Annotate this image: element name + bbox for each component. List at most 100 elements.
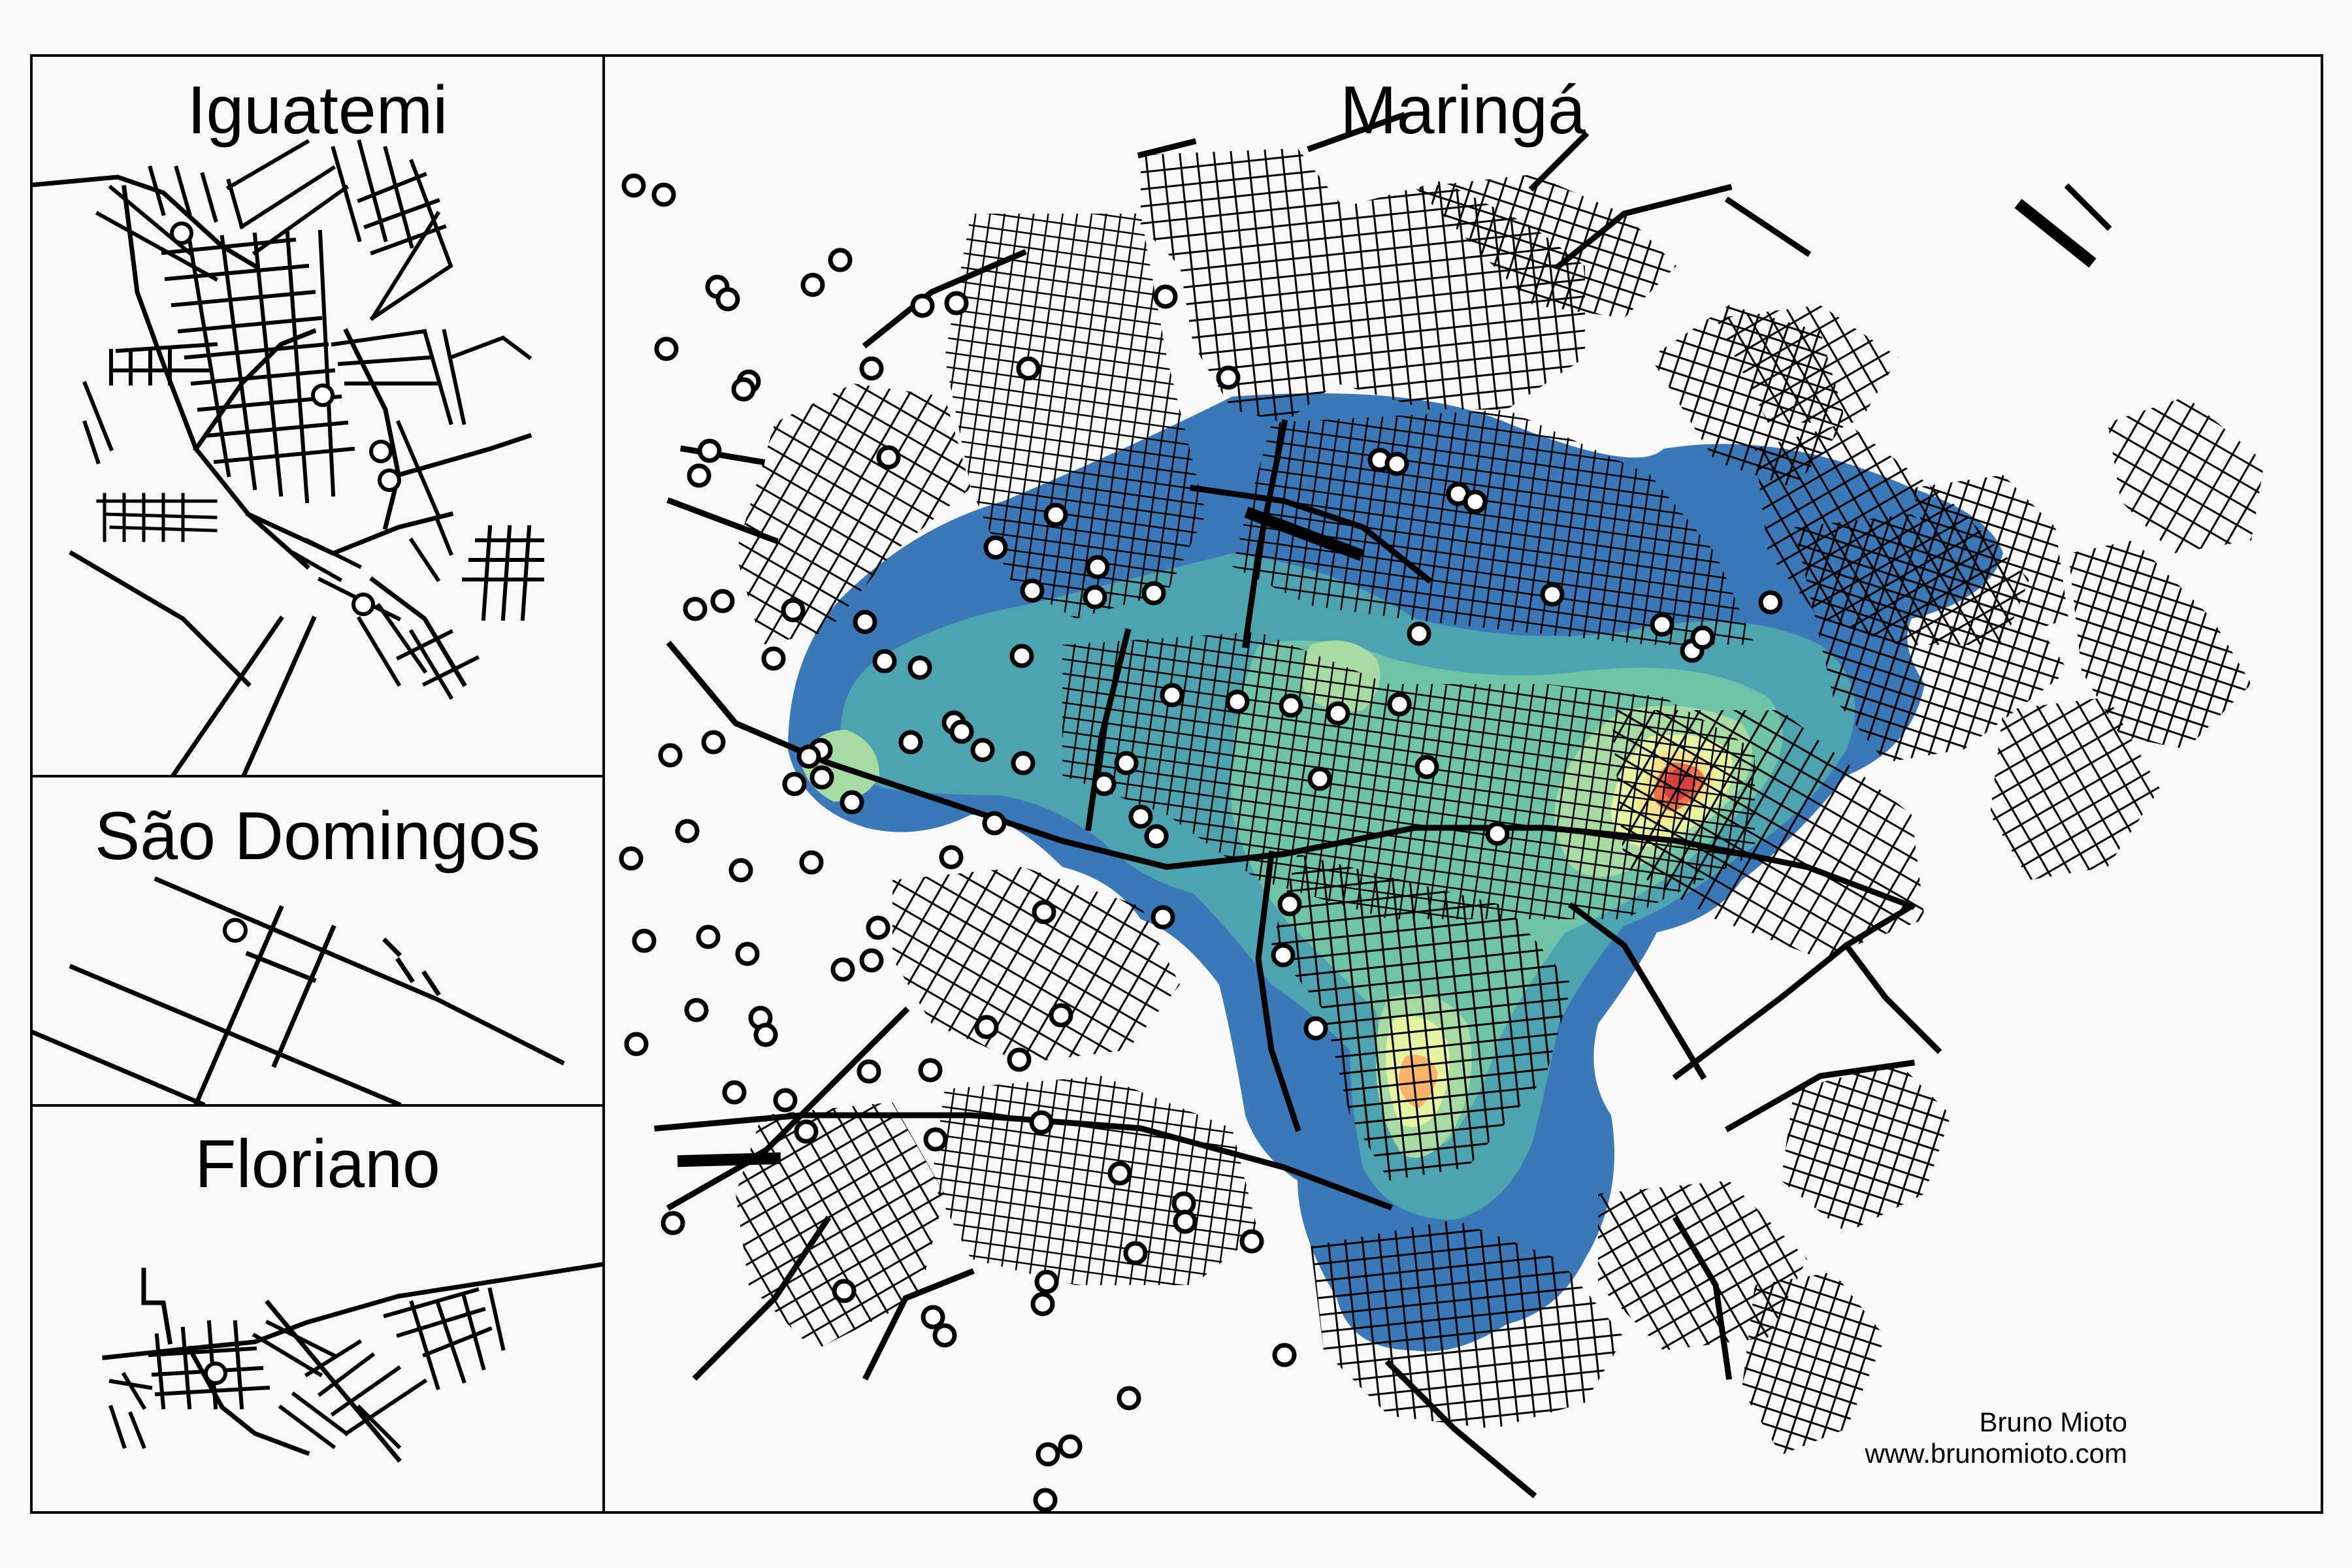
sample-point xyxy=(1107,1161,1132,1186)
inset-map-sao-domingos: São Domingos xyxy=(30,775,605,1107)
sample-point xyxy=(1049,1003,1073,1028)
sample-point xyxy=(696,924,721,949)
sample-point xyxy=(1123,1241,1148,1266)
sample-point xyxy=(907,655,932,680)
panel-title-iguatemi: Iguatemi xyxy=(187,73,448,148)
sample-point xyxy=(624,1032,649,1056)
inset-map-floriano: Floriano xyxy=(30,1104,605,1514)
sample-point xyxy=(1407,621,1431,646)
sample-point xyxy=(982,811,1007,836)
sample-point xyxy=(1216,365,1241,390)
sample-point xyxy=(1030,1292,1055,1316)
iguatemi-road-network xyxy=(33,139,544,775)
sample-point xyxy=(1225,689,1250,714)
sample-point xyxy=(1128,804,1153,829)
sample-point xyxy=(1463,489,1488,514)
sample-point xyxy=(683,596,708,621)
sample-point xyxy=(857,1059,881,1084)
sample-point xyxy=(1033,1488,1058,1511)
sample-point xyxy=(1387,692,1412,717)
sample-point xyxy=(932,1323,957,1348)
sample-point xyxy=(1151,905,1175,930)
sample-point xyxy=(621,173,646,198)
sample-point xyxy=(1540,582,1565,607)
sample-point xyxy=(1153,284,1178,309)
sample-point xyxy=(970,738,995,762)
sample-point xyxy=(1117,1386,1141,1411)
credit-author: Bruno Mioto xyxy=(1979,1407,2127,1437)
sample-point xyxy=(1034,1269,1059,1294)
sample-point xyxy=(794,1119,819,1144)
sample-point xyxy=(1009,644,1034,668)
sample-point xyxy=(1114,751,1139,776)
sample-point xyxy=(1272,1343,1297,1367)
sample-point xyxy=(675,819,700,843)
sample-point xyxy=(1758,590,1783,615)
floriano-road-network xyxy=(102,1262,602,1463)
sample-point xyxy=(1271,943,1296,968)
sample-point xyxy=(866,915,890,940)
sample-point xyxy=(782,772,807,796)
main-map-maringa: Maringá Bruno Mioto www.brunomioto.com xyxy=(602,54,2323,1514)
street-grid xyxy=(736,148,2264,1455)
sample-point xyxy=(853,610,877,634)
sample-point xyxy=(921,1305,945,1330)
sample-point xyxy=(1029,1110,1054,1135)
sample-point xyxy=(939,845,964,870)
sample-point xyxy=(1043,502,1068,527)
sample-point xyxy=(809,765,834,790)
panel-title-maringa: Maringá xyxy=(1340,73,1586,148)
sample-point xyxy=(1083,585,1107,610)
sample-point xyxy=(1326,701,1350,726)
sample-point xyxy=(1144,824,1169,849)
sample-point xyxy=(731,377,756,402)
sample-point xyxy=(701,730,726,755)
sample-point xyxy=(1303,1016,1328,1041)
sample-point xyxy=(828,248,853,272)
sample-point xyxy=(710,589,735,613)
sample-point xyxy=(1092,772,1117,796)
sample-point xyxy=(859,948,884,973)
sample-point xyxy=(1016,356,1041,381)
sample-point xyxy=(876,445,901,470)
sample-point xyxy=(1141,581,1166,606)
sample-point xyxy=(684,998,709,1022)
sample-point xyxy=(715,287,740,312)
sample-point xyxy=(1307,766,1332,791)
maringa-map-canvas xyxy=(619,112,2264,1511)
sample-point xyxy=(781,598,806,623)
sample-point xyxy=(687,463,711,488)
sample-point xyxy=(799,850,824,875)
inset-map-iguatemi: Iguatemi xyxy=(30,54,605,777)
sample-point xyxy=(898,730,923,755)
sample-point xyxy=(1058,1434,1083,1459)
sample-point xyxy=(840,790,864,815)
sample-point xyxy=(753,1022,778,1047)
panel-title-sao-domingos: São Domingos xyxy=(94,798,541,874)
sample-point xyxy=(859,356,884,381)
sample-point xyxy=(974,1015,999,1039)
sample-point xyxy=(1414,755,1439,779)
sample-point xyxy=(800,272,825,297)
sample-point xyxy=(1085,555,1110,580)
sample-point xyxy=(1032,900,1056,924)
sample-point xyxy=(944,291,969,316)
sample-point xyxy=(632,928,657,953)
sample-point xyxy=(830,957,855,982)
sample-point xyxy=(619,846,644,871)
sample-point xyxy=(1160,683,1184,708)
highway-segment xyxy=(677,199,2097,1168)
sample-point xyxy=(918,1058,943,1083)
sample-point xyxy=(654,336,679,361)
sao-domingos-road-network xyxy=(33,876,565,1104)
sample-point xyxy=(1036,1442,1060,1467)
panel-title-floriano: Floriano xyxy=(195,1126,440,1202)
sample-point xyxy=(773,1088,798,1113)
sample-points xyxy=(619,173,1783,1511)
sample-point xyxy=(661,1211,685,1235)
sample-point xyxy=(1173,1209,1198,1234)
sample-point xyxy=(1277,892,1302,917)
sample-point xyxy=(735,941,760,966)
sample-point xyxy=(697,438,722,463)
sample-point xyxy=(1020,578,1045,603)
